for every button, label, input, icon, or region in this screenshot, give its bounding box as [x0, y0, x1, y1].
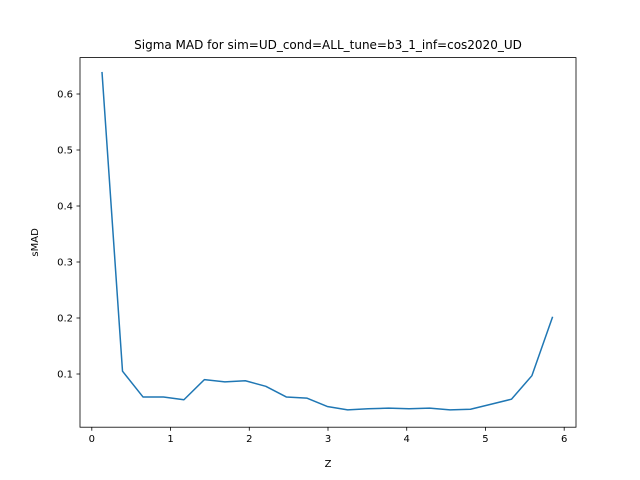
plot-area: [80, 57, 576, 428]
x-tick-label: 0: [89, 434, 95, 445]
y-tick-label: 0.3: [57, 258, 73, 269]
y-axis: 0.1 0.2 0.3 0.4 0.5 0.6: [57, 90, 80, 381]
y-tick-label: 0.4: [57, 202, 73, 213]
chart-title: Sigma MAD for sim=UD_cond=ALL_tune=b3_1_…: [134, 38, 522, 52]
x-tick-label: 3: [325, 434, 331, 445]
y-tick-label: 0.6: [57, 90, 73, 101]
x-axis-label: Z: [325, 459, 332, 470]
x-tick-label: 1: [167, 434, 173, 445]
y-tick-label: 0.5: [57, 146, 73, 157]
series-line-0: [101, 71, 554, 411]
x-axis: 0 1 2 3 4 5 6: [89, 427, 567, 445]
x-tick-label: 6: [561, 434, 567, 445]
y-axis-label: sMAD: [30, 228, 41, 257]
series-layer: [101, 71, 554, 411]
y-tick-label: 0.2: [57, 314, 73, 325]
x-tick-label: 5: [482, 434, 488, 445]
x-tick-label: 4: [404, 434, 410, 445]
x-tick-label: 2: [246, 434, 252, 445]
y-tick-label: 0.1: [57, 370, 73, 381]
